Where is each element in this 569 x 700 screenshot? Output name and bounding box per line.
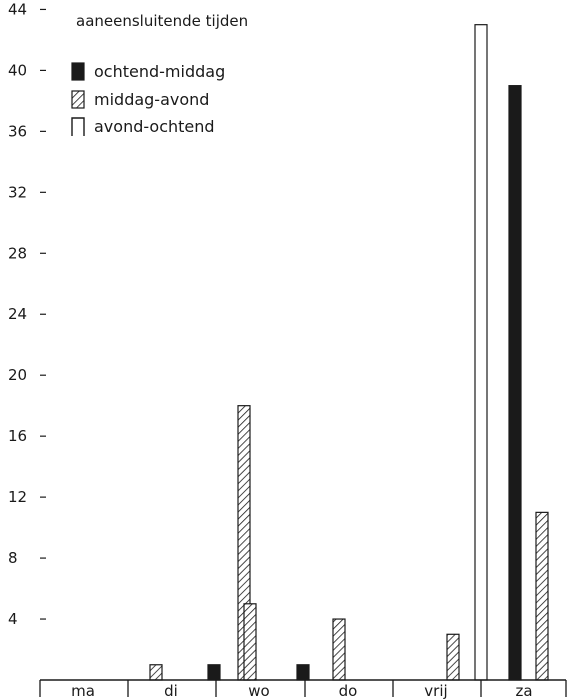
legend-label-avond-ochtend: avond-ochtend xyxy=(94,117,215,136)
bar-wo-ochtend-middag xyxy=(207,664,221,681)
legend-swatch-middag-avond xyxy=(71,90,85,109)
bar-do-ochtend-middag xyxy=(296,664,310,681)
y-tick-label: 8 xyxy=(8,549,18,567)
bar-za-middag-avond xyxy=(535,511,549,681)
y-axis: 4 8 12 16 20 24 28 32 36 40 44 xyxy=(8,0,46,628)
legend-swatch-ochtend-middag xyxy=(71,62,85,81)
bar-vrij-middag-avond xyxy=(446,633,460,681)
y-tick-label: 16 xyxy=(8,427,27,445)
y-tick-label: 4 xyxy=(8,610,18,628)
legend-swatch-avond-ochtend xyxy=(71,117,85,136)
x-tick-label: do xyxy=(339,682,358,700)
y-tick-label: 36 xyxy=(8,122,27,140)
y-tick-label: 12 xyxy=(8,488,27,506)
bar-wo-middag-avond xyxy=(243,603,257,681)
legend-label-middag-avond: middag-avond xyxy=(94,90,209,109)
x-tick-label: wo xyxy=(248,682,269,700)
y-tick-label: 44 xyxy=(8,0,27,18)
x-tick-label: ma xyxy=(71,682,95,700)
y-tick-label: 24 xyxy=(8,305,27,323)
y-tick-label: 32 xyxy=(8,183,27,201)
legend: ochtend-middag middag-avond avond-ochtend xyxy=(71,62,225,136)
x-axis: ma di wo do vrij za xyxy=(39,679,567,700)
bar-vrij-avond-ochtend xyxy=(474,24,488,681)
y-tick-label: 40 xyxy=(8,61,27,79)
x-tick-label: di xyxy=(164,682,178,700)
bar-do-middag-avond xyxy=(332,618,346,681)
y-tick-label: 20 xyxy=(8,366,27,384)
x-tick-label: za xyxy=(515,682,532,700)
chart-title: aaneensluitende tijden xyxy=(76,12,248,30)
bar-ma-middag-avond xyxy=(149,664,163,681)
y-tick-label: 28 xyxy=(8,244,27,262)
legend-label-ochtend-middag: ochtend-middag xyxy=(94,62,225,81)
bar-za-ochtend-middag xyxy=(508,85,522,681)
x-tick-label: vrij xyxy=(424,682,447,700)
